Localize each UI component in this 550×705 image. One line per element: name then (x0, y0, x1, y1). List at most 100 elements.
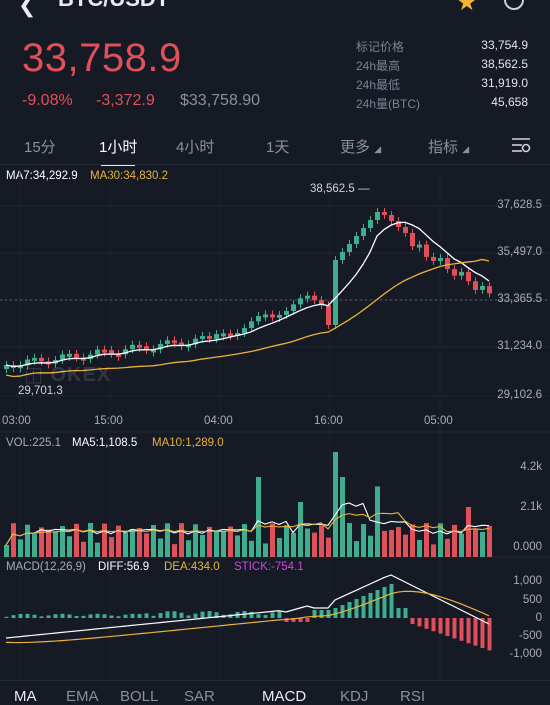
volume-bar (389, 530, 394, 557)
candle (459, 271, 464, 276)
ind-tab-sar[interactable]: SAR (184, 688, 215, 705)
vol-y-tick: 4.2k (520, 461, 542, 473)
ind-tab-macd[interactable]: MACD (262, 688, 307, 705)
candle (291, 304, 296, 311)
tab-1d[interactable]: 1天 (266, 139, 290, 156)
volume-bar (88, 523, 93, 557)
volume-bar (487, 525, 492, 557)
candle (445, 258, 450, 270)
volume-bar (74, 523, 79, 557)
vol-legend: VOL:225.1 (6, 437, 61, 449)
y-tick: 31,234.0 (497, 340, 542, 352)
tab-15m[interactable]: 15分 (24, 139, 56, 156)
candle (305, 295, 310, 299)
macd-histogram-bar (473, 618, 478, 646)
chart-settings-icon[interactable] (510, 136, 532, 158)
volume-bar (18, 539, 23, 557)
indicator-label: 指标 (428, 139, 459, 156)
volume-bar (347, 523, 352, 557)
macd-y-tick: -1,000 (509, 648, 542, 660)
vol-ma5-legend: MA5:1,108.5 (72, 437, 138, 449)
y-tick: 35,497.0 (497, 246, 542, 258)
candle (333, 260, 338, 325)
x-tick: 15:00 (94, 415, 123, 427)
macd-histogram-bar (193, 613, 198, 618)
candle (403, 227, 408, 233)
candle (123, 349, 128, 355)
volume-bar (438, 523, 443, 557)
macd-histogram-bar (375, 590, 380, 618)
macd-histogram-bar (11, 615, 16, 618)
ind-tab-ema[interactable]: EMA (66, 688, 99, 705)
macd-y-tick: 500 (522, 594, 542, 606)
volume-bar (228, 526, 233, 557)
candle (319, 300, 324, 306)
candle (74, 353, 79, 358)
macd-histogram-bar (102, 614, 107, 618)
macd-histogram-bar (130, 613, 135, 618)
candle (480, 286, 485, 290)
volume-bar (60, 526, 65, 557)
macd-histogram-bar (46, 615, 51, 618)
candle (81, 357, 86, 361)
candle (221, 333, 226, 337)
candle (424, 244, 429, 257)
ma30-line (5, 258, 490, 378)
candle (95, 349, 100, 355)
watermark-logo: ◫ OKEX (24, 364, 112, 386)
candle (263, 314, 268, 318)
volume-bar (305, 528, 310, 557)
macd-histogram-bar (438, 618, 443, 634)
volume-bar (151, 524, 156, 557)
ind-tab-boll[interactable]: BOLL (120, 688, 159, 705)
y-tick: 33,365.5 (497, 293, 542, 305)
candle (158, 343, 163, 350)
volume-bar (466, 507, 471, 557)
macd-histogram-bar (116, 616, 121, 618)
candle (172, 340, 177, 344)
candle (389, 215, 394, 221)
volume-bar (25, 524, 30, 557)
macd-histogram-bar (18, 614, 23, 618)
caret-down-icon: ◢ (462, 144, 470, 154)
macd-histogram-bar (305, 618, 310, 622)
volume-bar (235, 535, 240, 557)
change-percent: -9.08% (22, 92, 73, 109)
macd-histogram-bar (410, 618, 415, 624)
volume-bar (277, 537, 282, 557)
tab-more[interactable]: 更多 ◢ (340, 136, 381, 157)
macd-histogram-bar (144, 613, 149, 618)
stat-24h-volume-value: 45,658 (491, 95, 528, 109)
back-arrow-icon[interactable]: ❮ (18, 0, 37, 17)
candle (25, 359, 30, 366)
candle (235, 332, 240, 336)
ind-tab-ma[interactable]: MA (14, 688, 37, 705)
tab-1h[interactable]: 1小时 (99, 136, 137, 166)
tab-4h[interactable]: 4小时 (176, 139, 215, 156)
ind-tab-rsi[interactable]: RSI (400, 688, 426, 705)
favorite-star-icon[interactable]: ★ (456, 0, 478, 16)
macd-histogram-bar (333, 608, 338, 618)
volume-bar (263, 543, 268, 557)
candle (165, 340, 170, 344)
volume-bar (186, 540, 191, 557)
candle (438, 258, 443, 262)
volume-bar (340, 477, 345, 557)
moving-average-lines (5, 221, 490, 378)
macd-histogram-bar (95, 613, 100, 618)
volume-bar (123, 532, 128, 557)
macd-histogram-bar (60, 613, 65, 618)
tab-indicators[interactable]: 指标 ◢ (428, 136, 469, 157)
x-tick: 04:00 (204, 415, 233, 427)
macd-histogram-bar (88, 614, 93, 618)
vol-ma10-legend: MA10:1,289.0 (152, 437, 224, 449)
macd-histogram-bar (25, 613, 30, 618)
volume-bar (361, 524, 366, 557)
volume-bar (165, 523, 170, 557)
change-absolute: -3,372.9 (96, 92, 155, 109)
candle (242, 328, 247, 333)
volume-bar (172, 544, 177, 557)
ind-tab-kdj[interactable]: KDJ (340, 688, 369, 705)
volume-bar (242, 524, 247, 557)
